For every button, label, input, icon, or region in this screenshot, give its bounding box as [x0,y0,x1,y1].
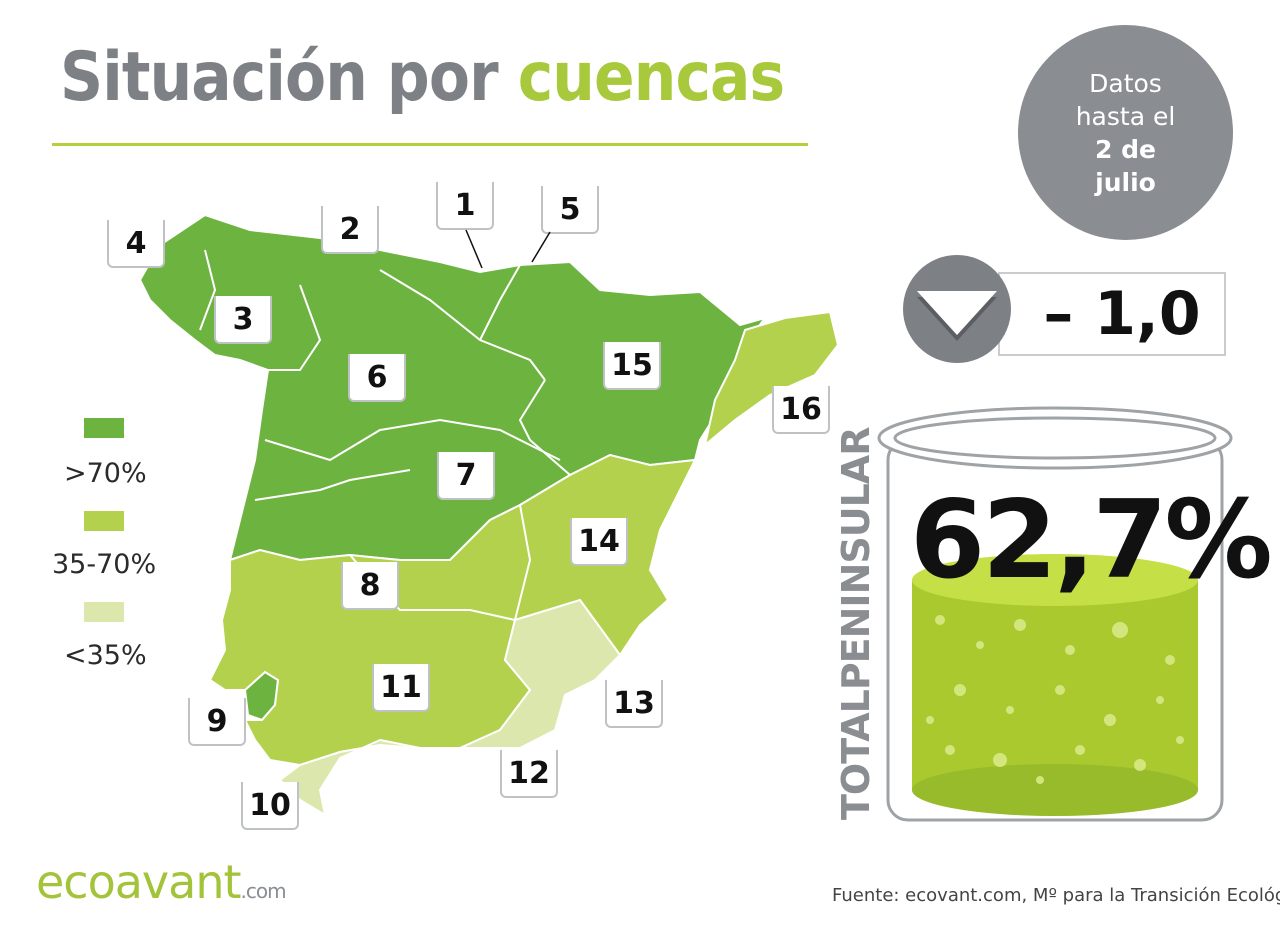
date-badge: Datos hasta el 2 de julio [1018,25,1233,240]
basin-tag-16: 16 [772,386,830,434]
legend: >70% 35-70% <35% [52,418,156,671]
region-16 [703,310,840,448]
basin-tag-8: 8 [341,562,399,610]
change-value-box: – 1,0 [998,272,1226,356]
water-surface [912,554,1198,606]
basin-tag-10: 10 [241,782,299,830]
date-line-4: julio [1095,167,1156,197]
total-label: TOTALPENINSULAR [834,427,878,820]
basin-number-8: 8 [359,567,381,603]
logo-main: ecoavant [36,855,242,909]
basin-tag-11: 11 [372,664,430,712]
basin-tag-4: 4 [107,220,165,268]
title-divider [52,143,808,146]
basin-number-16: 16 [780,391,822,427]
source-text: Fuente: ecovant.com, Mº para la Transici… [832,885,1280,906]
legend-label-mid: 35-70% [52,549,157,580]
basin-tag-6: 6 [348,354,406,402]
logo-tld: .com [240,879,287,903]
basin-number-7: 7 [455,457,477,493]
basin-number-14: 14 [578,523,620,559]
basin-number-10: 10 [249,787,291,823]
basin-number-5: 5 [559,191,581,227]
basin-number-3: 3 [232,301,254,337]
date-line-1: Datos [1089,68,1162,98]
basin-number-11: 11 [380,669,422,705]
legend-swatch-low [84,602,124,622]
basin-tag-12: 12 [500,750,558,798]
basin-tag-13: 13 [605,680,663,728]
legend-label-low: <35% [64,640,147,671]
basin-tag-1: 1 [436,182,494,230]
basin-number-9: 9 [206,703,228,739]
down-arrow-icon [903,255,1011,363]
basin-number-12: 12 [508,755,550,791]
change-value: – 1,0 [1043,279,1201,349]
basin-number-13: 13 [613,685,655,721]
reservoir-jar-icon [877,406,1233,822]
basin-number-6: 6 [366,359,388,395]
basin-tag-9: 9 [188,698,246,746]
ecoavant-logo: ecoavant.com [36,855,287,909]
page-title: Situación por cuencas [60,38,785,117]
basin-tag-14: 14 [570,518,628,566]
leader-lines [465,229,551,269]
basin-tag-7: 7 [437,452,495,500]
basin-number-1: 1 [454,187,476,223]
date-line-2: hasta el [1075,101,1176,131]
legend-swatch-high [84,418,124,438]
total-percentage: 62,7% [910,478,1273,603]
title-part-2: cuencas [517,38,785,117]
legend-label-high: >70% [64,458,147,489]
bubbles [926,615,1184,784]
date-line-3: 2 de [1095,134,1156,164]
region-low [278,598,622,818]
water-fill [912,580,1198,816]
basin-number-4: 4 [125,225,147,261]
basin-number-15: 15 [611,347,653,383]
basin-tag-2: 2 [321,206,379,254]
basin-tag-5: 5 [541,186,599,234]
title-part-1: Situación por [60,38,499,117]
legend-swatch-mid [84,511,124,531]
basin-tag-3: 3 [214,296,272,344]
basin-number-2: 2 [339,211,361,247]
basin-tag-15: 15 [603,342,661,390]
